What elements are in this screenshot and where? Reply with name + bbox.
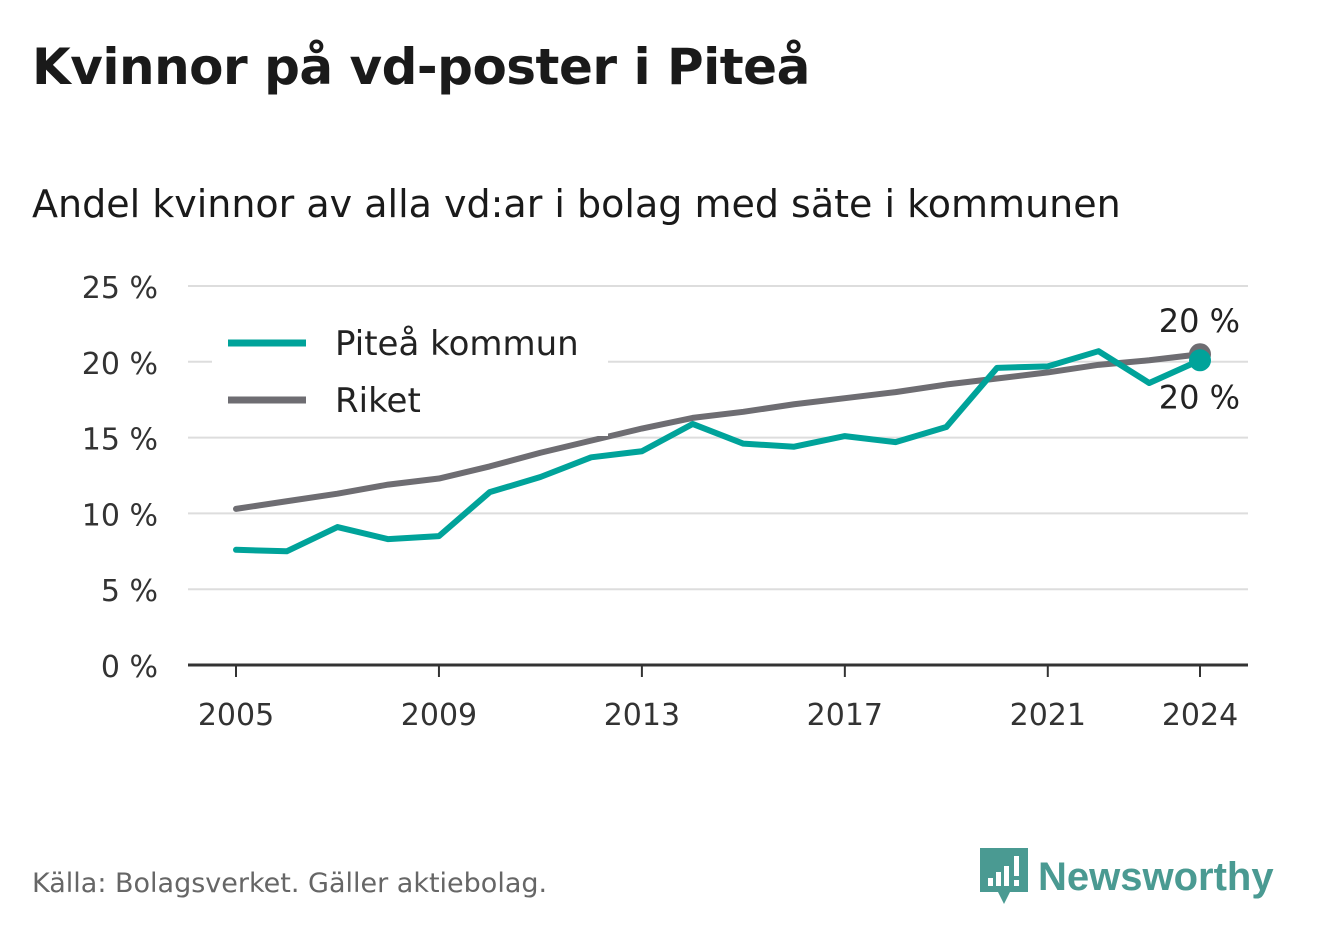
series-lines [233, 343, 1211, 555]
y-tick-label: 20 % [82, 347, 158, 382]
series-line-riket [233, 351, 1203, 512]
source-note: Källa: Bolagsverket. Gäller aktiebolag. [32, 868, 548, 899]
y-tick-label: 10 % [82, 498, 158, 533]
y-axis-labels: 0 % 5 % 10 % 15 % 20 % 25 % [82, 271, 158, 685]
chart-title: Kvinnor på vd-poster i Piteå [32, 38, 810, 96]
x-axis: 2005 2009 2013 2017 2021 2024 [188, 663, 1248, 733]
end-label-pitea: 20 % [1159, 378, 1240, 416]
x-tick-label: 2017 [807, 698, 883, 733]
x-tick-label: 2005 [198, 698, 274, 733]
legend-label: Riket [335, 381, 421, 421]
y-tick-label: 25 % [82, 271, 158, 306]
series-line-pitea [233, 348, 1203, 555]
x-tick-label: 2024 [1162, 698, 1238, 733]
y-tick-label: 5 % [101, 574, 158, 609]
brand-name: Newsworthy [1038, 854, 1274, 899]
newsworthy-logo-icon [980, 848, 1028, 904]
x-tick-label: 2021 [1010, 698, 1086, 733]
legend-label: Piteå kommun [335, 324, 579, 364]
line-chart: 0 %5 %10 %15 %20 %25 % 2005 2009 2013 2017 2… [82, 271, 1248, 733]
legend-background [212, 312, 608, 436]
y-tick-label: 15 % [82, 423, 158, 458]
end-label-riket: 20 % [1159, 302, 1240, 340]
series-end-point [1189, 349, 1211, 372]
legend: Piteå kommun Riket [212, 312, 608, 436]
chart-subtitle: Andel kvinnor av alla vd:ar i bolag med … [32, 182, 1121, 226]
x-tick-label: 2009 [401, 698, 477, 733]
end-labels: 20 % 20 % [1156, 299, 1243, 419]
x-tick-label: 2013 [604, 698, 680, 733]
brand-logo: Newsworthy [980, 848, 1274, 906]
y-tick-label: 0 % [101, 650, 158, 685]
